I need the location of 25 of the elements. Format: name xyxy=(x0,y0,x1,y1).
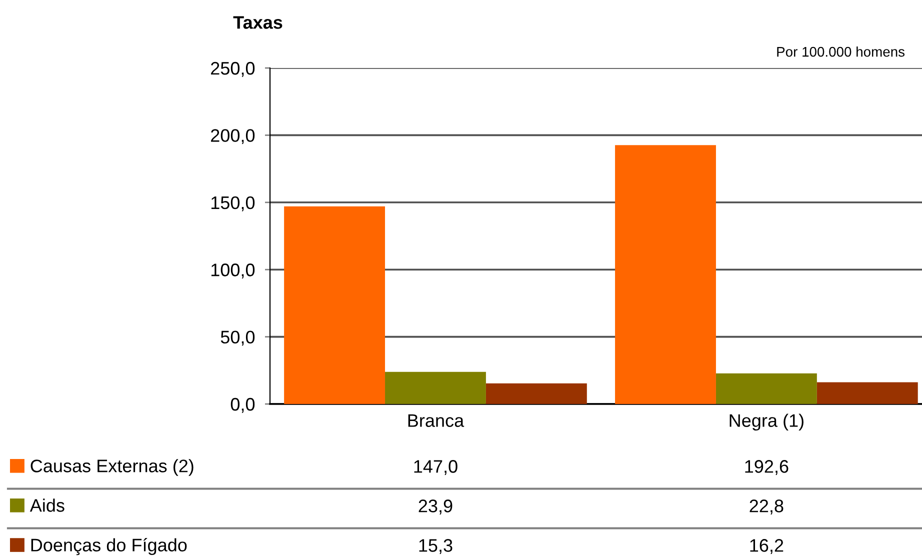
data-label: 16,2 xyxy=(750,539,784,554)
bar xyxy=(816,382,918,404)
x-tick-label: Negra (1) xyxy=(730,414,804,431)
data-label: 147,0 xyxy=(414,460,458,475)
data-label: 23,9 xyxy=(418,500,452,514)
y-axis-title: Taxas xyxy=(233,16,282,29)
text: Por 100.000 homens xyxy=(777,46,905,57)
x-tick-label: Branca xyxy=(408,414,464,427)
bar xyxy=(716,373,817,404)
bar xyxy=(615,145,716,404)
bar xyxy=(284,206,386,404)
legend-label: Aids xyxy=(30,498,64,512)
y-tick-label: 100,0 xyxy=(211,264,255,278)
bar xyxy=(486,383,587,404)
y-tick-label: 150,0 xyxy=(211,196,255,212)
y-tick-label: 200,0 xyxy=(211,129,255,144)
legend-label: Doenças do Fígado xyxy=(31,538,187,556)
data-label: 192,6 xyxy=(745,460,788,475)
y-tick-label: 250,0 xyxy=(211,62,255,77)
legend-label: Causas Externas (2) xyxy=(30,459,194,476)
bar xyxy=(385,372,486,404)
y-tick-label: 50,0 xyxy=(220,330,255,346)
data-label: 15,3 xyxy=(419,539,452,554)
data-label: 22,8 xyxy=(750,500,784,514)
y-tick-label: 0,0 xyxy=(230,398,255,413)
